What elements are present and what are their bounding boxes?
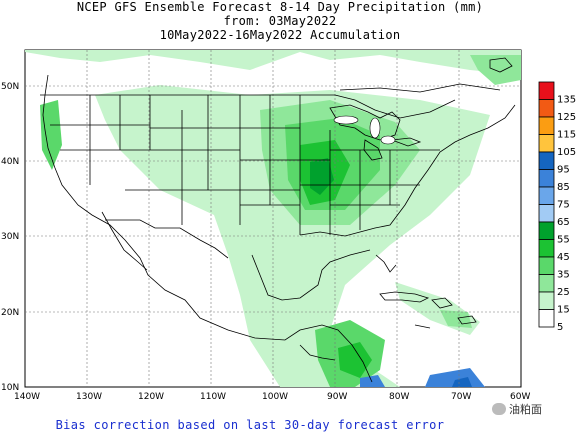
- lat-label: 50N: [1, 82, 19, 92]
- bias-correction-note: Bias correction based on last 30-day for…: [55, 418, 445, 432]
- legend-label: 15: [557, 305, 570, 316]
- lat-label: 10N: [1, 383, 19, 393]
- lat-label: 30N: [1, 232, 19, 242]
- coastlines: [42, 57, 516, 383]
- legend-swatch: [538, 169, 555, 188]
- great-lakes: [333, 115, 396, 145]
- legend-swatch: [538, 309, 555, 328]
- longitude-labels: 140W 130W 120W 110W 100W 90W 80W 70W 60W: [14, 392, 530, 402]
- legend-label: 35: [557, 270, 570, 281]
- legend-label: 95: [557, 165, 570, 176]
- state-borders: [40, 94, 456, 361]
- legend-swatch: [538, 291, 555, 310]
- legend-swatch: [538, 274, 555, 293]
- map-title: NCEP GFS Ensemble Forecast 8-14 Day Prec…: [76, 0, 484, 14]
- legend-swatch: [538, 116, 555, 135]
- lon-label: 70W: [451, 392, 471, 402]
- legend-swatch: [538, 151, 555, 170]
- legend-swatch: [538, 221, 555, 240]
- lon-label: 80W: [389, 392, 409, 402]
- legend-swatch: [538, 99, 555, 118]
- legend-label: 5: [557, 322, 563, 333]
- legend-label: 135: [557, 95, 576, 106]
- legend-swatch: [538, 186, 555, 205]
- lon-label: 130W: [76, 392, 102, 402]
- wechat-icon: [492, 403, 506, 415]
- precip-legend: 135 125 115 105 95 85 75 65 55 45 35 25 15 5: [538, 81, 576, 333]
- graticule: [25, 50, 521, 387]
- legend-label: 65: [557, 217, 570, 228]
- legend-label: 125: [557, 112, 576, 123]
- legend-label: 115: [557, 130, 576, 141]
- accumulation-period: 10May2022-16May2022 Accumulation: [159, 28, 401, 42]
- lon-label: 140W: [14, 392, 40, 402]
- watermark-text: 油粕面: [509, 403, 542, 416]
- legend-swatch: [538, 204, 555, 223]
- legend-label: 85: [557, 182, 570, 193]
- lon-label: 120W: [138, 392, 164, 402]
- lon-label: 60W: [510, 392, 530, 402]
- lon-label: 90W: [327, 392, 347, 402]
- legend-label: 45: [557, 252, 570, 263]
- legend-swatch: [538, 256, 555, 275]
- forecast-init-date: from: 03May2022: [223, 14, 337, 28]
- legend-swatch: [538, 239, 555, 258]
- legend-label: 25: [557, 287, 570, 298]
- legend-label: 55: [557, 235, 570, 246]
- lat-label: 20N: [1, 308, 19, 318]
- lat-label: 40N: [1, 157, 19, 167]
- legend-swatch: [538, 81, 555, 100]
- legend-label: 105: [557, 147, 576, 158]
- latitude-labels: 50N 40N 30N 20N 10N: [1, 82, 19, 393]
- watermark: 油粕面: [492, 401, 542, 417]
- lon-label: 110W: [200, 392, 226, 402]
- legend-swatch: [538, 134, 555, 153]
- lon-label: 100W: [262, 392, 288, 402]
- legend-label: 75: [557, 200, 570, 211]
